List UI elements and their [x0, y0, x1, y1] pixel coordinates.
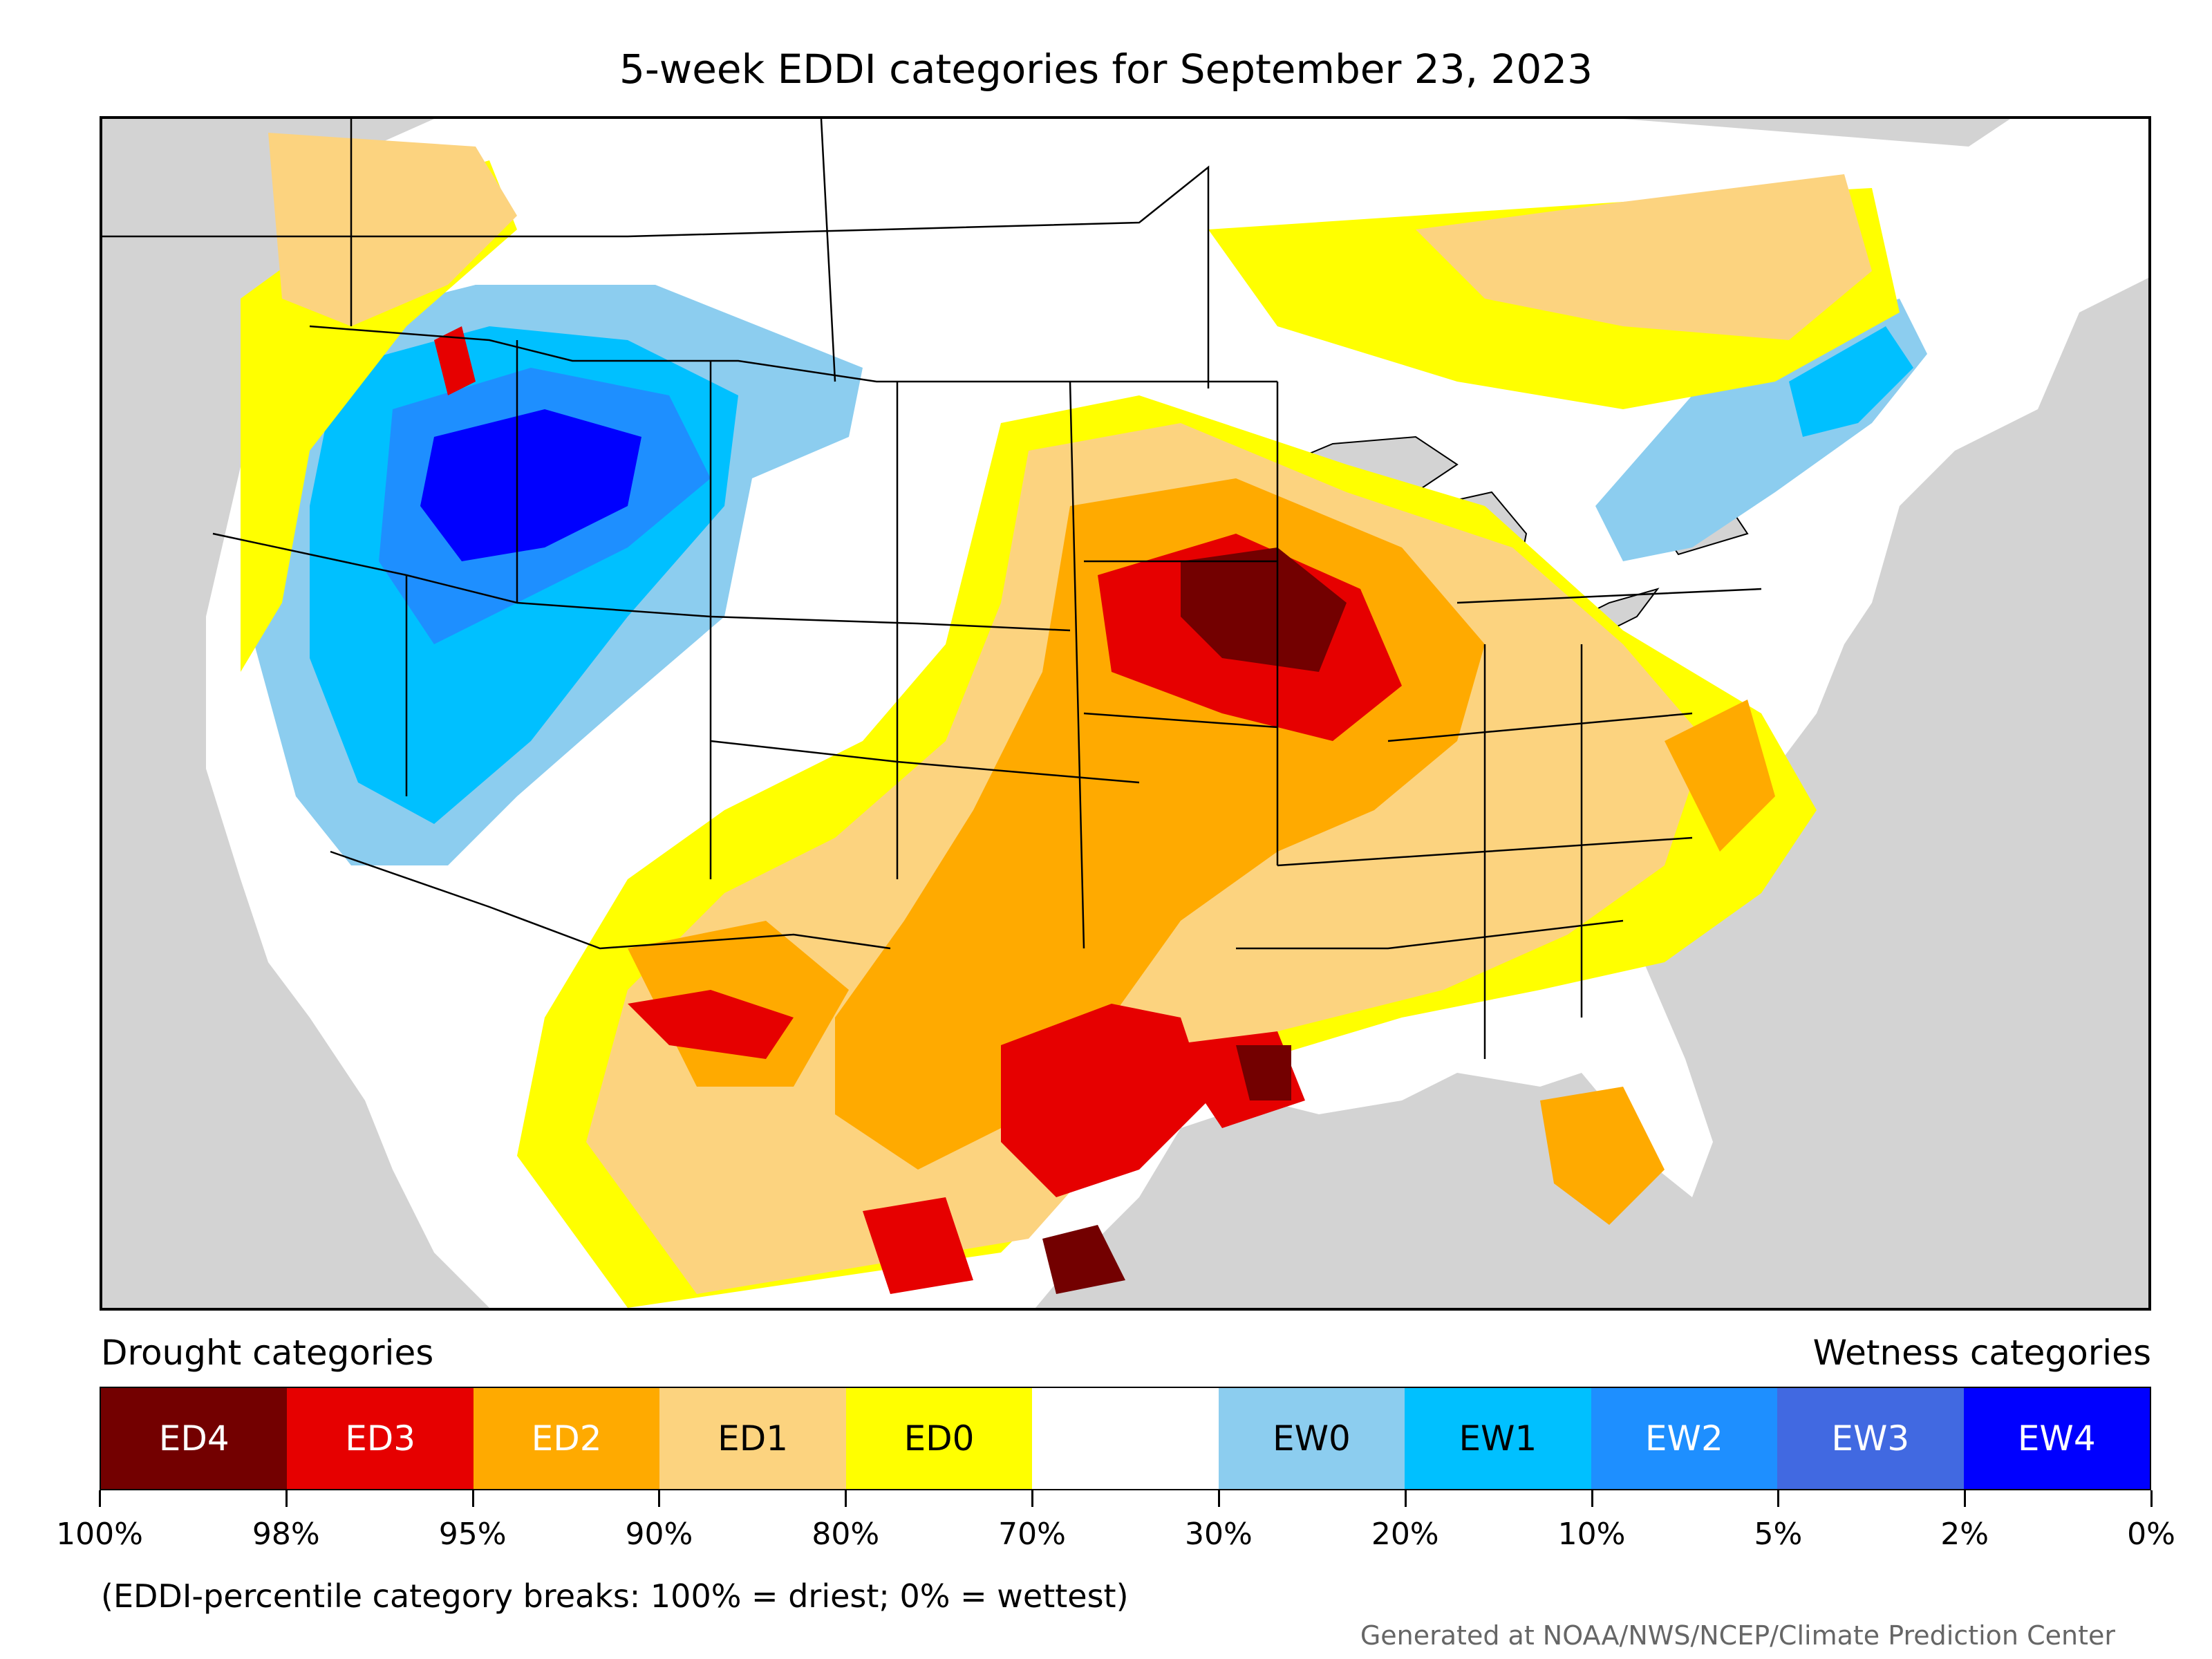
legend-cell-ew2: EW2: [1591, 1388, 1778, 1489]
legend-cell-ew1: EW1: [1405, 1388, 1591, 1489]
legend-ticks: [99, 1490, 2153, 1511]
legend-tick: [2150, 1490, 2153, 1507]
dry-zone-ed2: [628, 478, 1775, 1225]
legend-tick: [1777, 1490, 1780, 1507]
legend-tick: [1404, 1490, 1407, 1507]
legend-cell-normal: [1032, 1388, 1219, 1489]
wet-zone-ne-ew1: [1789, 326, 1913, 437]
map-title: 5-week EDDI categories for September 23,…: [619, 46, 1593, 93]
category-breaks-note: (EDDI-percentile category breaks: 100% =…: [101, 1577, 1129, 1615]
legend-break-label: 90%: [625, 1517, 693, 1552]
dry-zone-ed3: [434, 326, 1402, 1294]
legend-break-label: 80%: [812, 1517, 880, 1552]
credit-text: Generated at NOAA/NWS/NCEP/Climate Predi…: [1360, 1620, 2115, 1651]
legend-break-label: 20%: [1371, 1517, 1439, 1552]
legend-tick: [658, 1490, 661, 1507]
legend-tick: [471, 1490, 474, 1507]
map-svg: [102, 119, 2148, 1308]
legend-break-label: 10%: [1557, 1517, 1626, 1552]
legend-tick: [845, 1490, 847, 1507]
category-legend-bar: ED4 ED3 ED2 ED1 ED0 EW0 EW1 EW2 EW3 EW4: [100, 1387, 2151, 1490]
legend-break-label: 95%: [438, 1517, 507, 1552]
wetness-categories-header: Wetness categories: [1812, 1333, 2151, 1373]
drought-categories-header: Drought categories: [101, 1333, 434, 1373]
legend-cell-ed0: ED0: [845, 1388, 1033, 1489]
legend-cell-ed3: ED3: [287, 1388, 474, 1489]
legend-break-label: 100%: [56, 1517, 143, 1552]
legend-cell-ed2: ED2: [473, 1388, 660, 1489]
legend-break-label: 0%: [2127, 1517, 2175, 1552]
legend-break-label: 2%: [1940, 1517, 1989, 1552]
state-borders: [102, 119, 1762, 1059]
legend-tick: [1591, 1490, 1593, 1507]
legend-break-label: 70%: [998, 1517, 1066, 1552]
legend-break-label: 30%: [1185, 1517, 1253, 1552]
legend-tick: [1217, 1490, 1220, 1507]
dry-zone-ed4: [1042, 547, 1347, 1294]
legend-cell-ed4: ED4: [101, 1388, 288, 1489]
legend-break-label: 98%: [252, 1517, 320, 1552]
eddi-map: [100, 116, 2151, 1311]
legend-break-label: 5%: [1754, 1517, 1803, 1552]
legend-cell-ed1: ED1: [659, 1388, 846, 1489]
legend-cell-ew3: EW3: [1777, 1388, 1964, 1489]
wet-zone-ew4: [420, 409, 641, 561]
legend-tick: [1964, 1490, 1967, 1507]
legend-cell-ew0: EW0: [1218, 1388, 1405, 1489]
legend-cell-ew4: EW4: [1963, 1388, 2150, 1489]
legend-tick: [285, 1490, 288, 1507]
legend-tick: [1031, 1490, 1034, 1507]
legend-tick: [99, 1490, 101, 1507]
